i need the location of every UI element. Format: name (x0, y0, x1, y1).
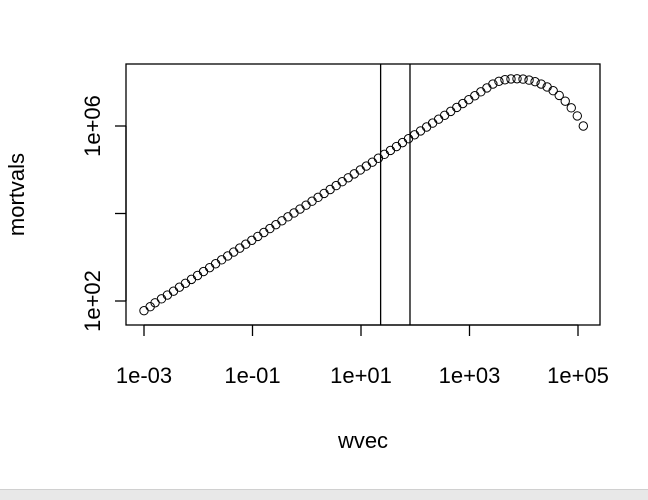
data-point (313, 192, 323, 203)
data-point (530, 76, 540, 87)
data-point (500, 75, 510, 85)
data-point (223, 251, 233, 261)
data-point (343, 173, 353, 183)
data-point (361, 161, 372, 171)
data-point (536, 79, 546, 89)
data-point (518, 74, 528, 84)
data-point (554, 90, 564, 101)
data-point (168, 286, 179, 296)
x-axis-title: wvec (337, 428, 388, 453)
data-point (265, 223, 275, 234)
x-tick-label: 1e+03 (439, 363, 501, 388)
data-point (186, 274, 197, 285)
data-point (180, 278, 191, 288)
data-point (415, 126, 426, 136)
data-point (470, 91, 480, 101)
data-point (277, 216, 287, 226)
x-tick-label: 1e-03 (116, 363, 172, 388)
data-point (337, 177, 347, 187)
y-tick-label: 1e+02 (80, 270, 105, 332)
data-point (228, 247, 239, 257)
data-point (283, 212, 293, 222)
data-point (476, 87, 486, 97)
data-points (139, 74, 589, 316)
data-point (301, 200, 311, 210)
data-point (192, 270, 203, 281)
data-point (494, 76, 504, 87)
data-point (427, 118, 438, 128)
data-point (572, 111, 582, 121)
data-point (458, 98, 468, 109)
data-point (349, 169, 359, 179)
data-point (367, 157, 378, 167)
data-point (259, 227, 269, 238)
data-point (452, 102, 462, 113)
y-axis-title: mortvals (4, 153, 29, 236)
y-axis: 1e+02 1e+06 (80, 95, 127, 332)
data-point (253, 231, 263, 242)
vertical-lines (379, 64, 411, 325)
data-point (578, 121, 589, 131)
data-point (331, 180, 341, 191)
data-point (379, 149, 390, 160)
data-point (271, 219, 281, 230)
data-point (139, 306, 149, 316)
data-point (512, 74, 522, 84)
window-bottom-bar (0, 489, 648, 500)
x-tick-label: 1e+01 (330, 363, 392, 388)
data-point (295, 204, 305, 214)
data-point (235, 243, 245, 253)
data-point (247, 235, 257, 246)
data-point (446, 106, 456, 117)
data-point (397, 137, 408, 148)
data-point (439, 110, 450, 120)
y-tick-label: 1e+06 (80, 95, 105, 157)
data-point (216, 255, 227, 265)
data-point (373, 153, 384, 163)
data-point (464, 94, 474, 105)
data-point (548, 86, 558, 96)
plot-frame (125, 63, 601, 326)
data-point (307, 196, 317, 206)
data-point (289, 208, 299, 218)
data-point (241, 239, 251, 249)
data-point (319, 188, 329, 199)
data-point (162, 290, 173, 300)
data-point (506, 74, 516, 84)
data-point (385, 145, 396, 156)
data-point (210, 259, 221, 269)
x-axis: 1e-03 1e-01 1e+01 1e+03 1e+05 (116, 324, 609, 388)
data-point (198, 266, 209, 277)
data-point (566, 103, 576, 113)
data-point (391, 141, 402, 152)
data-point (488, 79, 498, 89)
data-point (421, 122, 432, 132)
data-point (560, 96, 570, 106)
data-point (325, 184, 335, 195)
data-point (403, 134, 414, 144)
data-point (174, 282, 185, 292)
data-point (355, 165, 365, 175)
x-tick-label: 1e-01 (224, 363, 280, 388)
data-point (524, 75, 534, 85)
data-point (482, 83, 492, 93)
x-tick-label: 1e+05 (547, 363, 609, 388)
data-point (204, 262, 215, 273)
data-point (433, 114, 444, 124)
data-point (409, 130, 420, 140)
data-point (156, 294, 167, 304)
